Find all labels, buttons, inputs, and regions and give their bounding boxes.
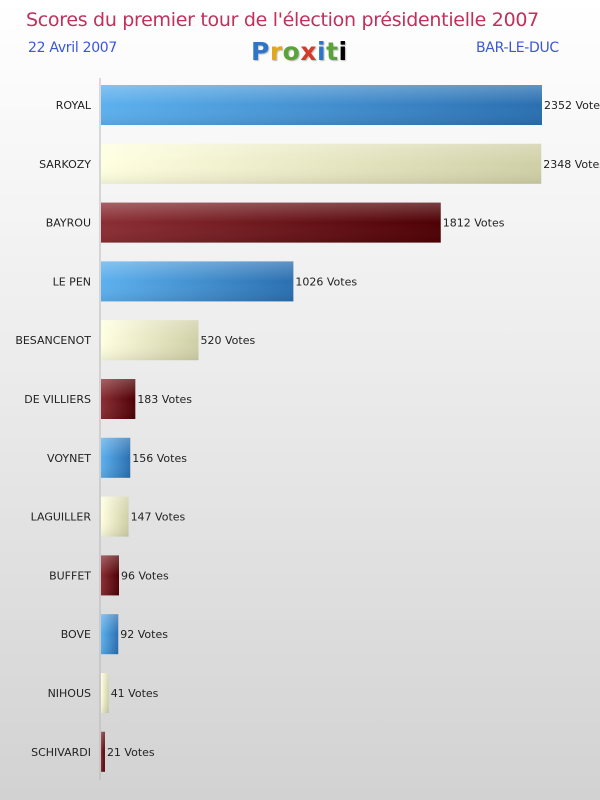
bar-highlight	[101, 261, 294, 302]
bar-highlight	[101, 85, 542, 125]
bar-highlight	[101, 143, 542, 184]
bar-highlight	[101, 202, 441, 243]
bar-highlight	[101, 496, 129, 537]
category-label: BAYROU	[46, 217, 91, 230]
category-label: NIHOUS	[48, 687, 91, 700]
value-label: 2352 Votes	[544, 99, 600, 112]
logo-letter: x	[300, 37, 317, 66]
value-label: 520 Votes	[201, 334, 256, 347]
proxiti-logo[interactable]: Proxiti	[251, 37, 348, 66]
value-label: 41 Votes	[111, 687, 159, 700]
category-label: LAGUILLER	[31, 511, 92, 524]
logo-letter: i	[338, 37, 348, 66]
logo-letter: t	[326, 37, 339, 66]
value-label: 21 Votes	[107, 746, 155, 759]
logo-letter: i	[317, 37, 327, 66]
value-label: 92 Votes	[120, 628, 168, 641]
value-label: 1812 Votes	[443, 217, 505, 230]
bar-highlight	[101, 320, 199, 361]
value-label: 2348 Votes	[543, 158, 600, 171]
logo-letter: r	[269, 37, 283, 66]
city-name: BAR-LE-DUC	[476, 40, 559, 56]
logo-letter: o	[282, 37, 301, 66]
value-label: 1026 Votes	[295, 275, 357, 288]
bar-highlight	[101, 437, 131, 478]
value-label: 147 Votes	[131, 511, 186, 524]
bar-highlight	[101, 673, 109, 713]
chart-title: Scores du premier tour de l'élection pré…	[26, 9, 539, 31]
value-label: 183 Votes	[137, 393, 192, 406]
bar-highlight	[101, 379, 136, 419]
bar-highlight	[101, 731, 105, 772]
category-label: BESANCENOT	[15, 334, 91, 347]
bar-highlight	[101, 614, 119, 655]
category-label: DE VILLIERS	[24, 393, 91, 406]
value-label: 96 Votes	[121, 569, 169, 582]
category-label: BOVE	[61, 628, 91, 641]
category-label: SCHIVARDI	[31, 746, 91, 759]
category-label: ROYAL	[56, 99, 92, 112]
category-label: LE PEN	[53, 275, 91, 288]
category-label: SARKOZY	[39, 158, 91, 171]
category-label: VOYNET	[47, 452, 91, 465]
bar-highlight	[101, 555, 119, 596]
logo-letter: P	[251, 37, 270, 66]
election-date: 22 Avril 2007	[28, 40, 118, 56]
value-label: 156 Votes	[132, 452, 187, 465]
category-label: BUFFET	[49, 569, 91, 582]
